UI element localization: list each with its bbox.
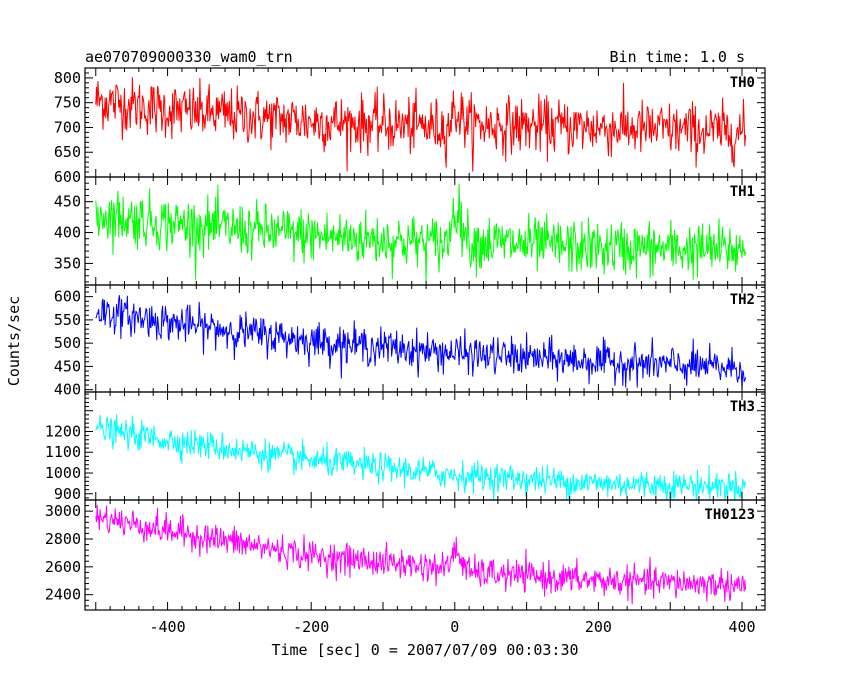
y-tick-label: 500 xyxy=(54,334,81,352)
y-tick-label: 400 xyxy=(54,381,81,399)
y-axis-label: Counts/sec xyxy=(5,296,23,386)
y-tick-label: 600 xyxy=(54,168,81,186)
y-tick-label: 350 xyxy=(54,254,81,272)
x-tick-label: -200 xyxy=(293,618,329,636)
panel-label-th3: TH3 xyxy=(730,399,755,415)
y-tick-label: 650 xyxy=(54,143,81,161)
y-tick-label: 3000 xyxy=(45,502,81,520)
bin-time-label: Bin time: 1.0 s xyxy=(610,48,745,66)
panel-label-th1: TH1 xyxy=(730,184,755,200)
y-tick-label: 450 xyxy=(54,193,81,211)
y-tick-label: 1200 xyxy=(45,422,81,440)
series-line-th3 xyxy=(95,414,747,500)
x-tick-label: 0 xyxy=(450,618,459,636)
panels-group: 600 650 700 750 800 TH0 350 400 450 TH1 400 450 500 5… xyxy=(45,67,766,636)
x-tick-label: -400 xyxy=(150,618,186,636)
y-tick-label: 450 xyxy=(54,357,81,375)
y-tick-label: 800 xyxy=(54,69,81,87)
y-tick-label: 700 xyxy=(54,118,81,136)
y-tick-label: 1000 xyxy=(45,464,81,482)
panel-frame-th2 xyxy=(84,284,766,393)
x-tick-label: 400 xyxy=(728,618,755,636)
series-line-th0 xyxy=(95,77,747,172)
y-tick-label: 400 xyxy=(54,224,81,242)
y-tick-label: 2600 xyxy=(45,558,81,576)
y-tick-label: 750 xyxy=(54,94,81,112)
series-line-th0123 xyxy=(95,505,747,605)
x-tick-label: 200 xyxy=(585,618,612,636)
panel-label-th2: TH2 xyxy=(730,292,755,308)
panel-label-th0123: TH0123 xyxy=(704,507,755,523)
y-tick-label: 600 xyxy=(54,288,81,306)
y-tick-label: 2400 xyxy=(45,586,81,604)
y-tick-label: 550 xyxy=(54,311,81,329)
y-tick-label: 900 xyxy=(54,485,81,503)
chart-title: ae070709000330_wam0_trn xyxy=(85,48,293,66)
y-tick-label: 2800 xyxy=(45,530,81,548)
panel-label-th0: TH0 xyxy=(730,75,755,91)
y-tick-label: 1100 xyxy=(45,443,81,461)
series-line-th2 xyxy=(95,295,747,390)
series-line-th1 xyxy=(95,183,747,282)
x-axis-label: Time [sec] 0 = 2007/07/09 00:03:30 xyxy=(271,641,578,659)
panel-frame-th0123 xyxy=(84,499,766,611)
